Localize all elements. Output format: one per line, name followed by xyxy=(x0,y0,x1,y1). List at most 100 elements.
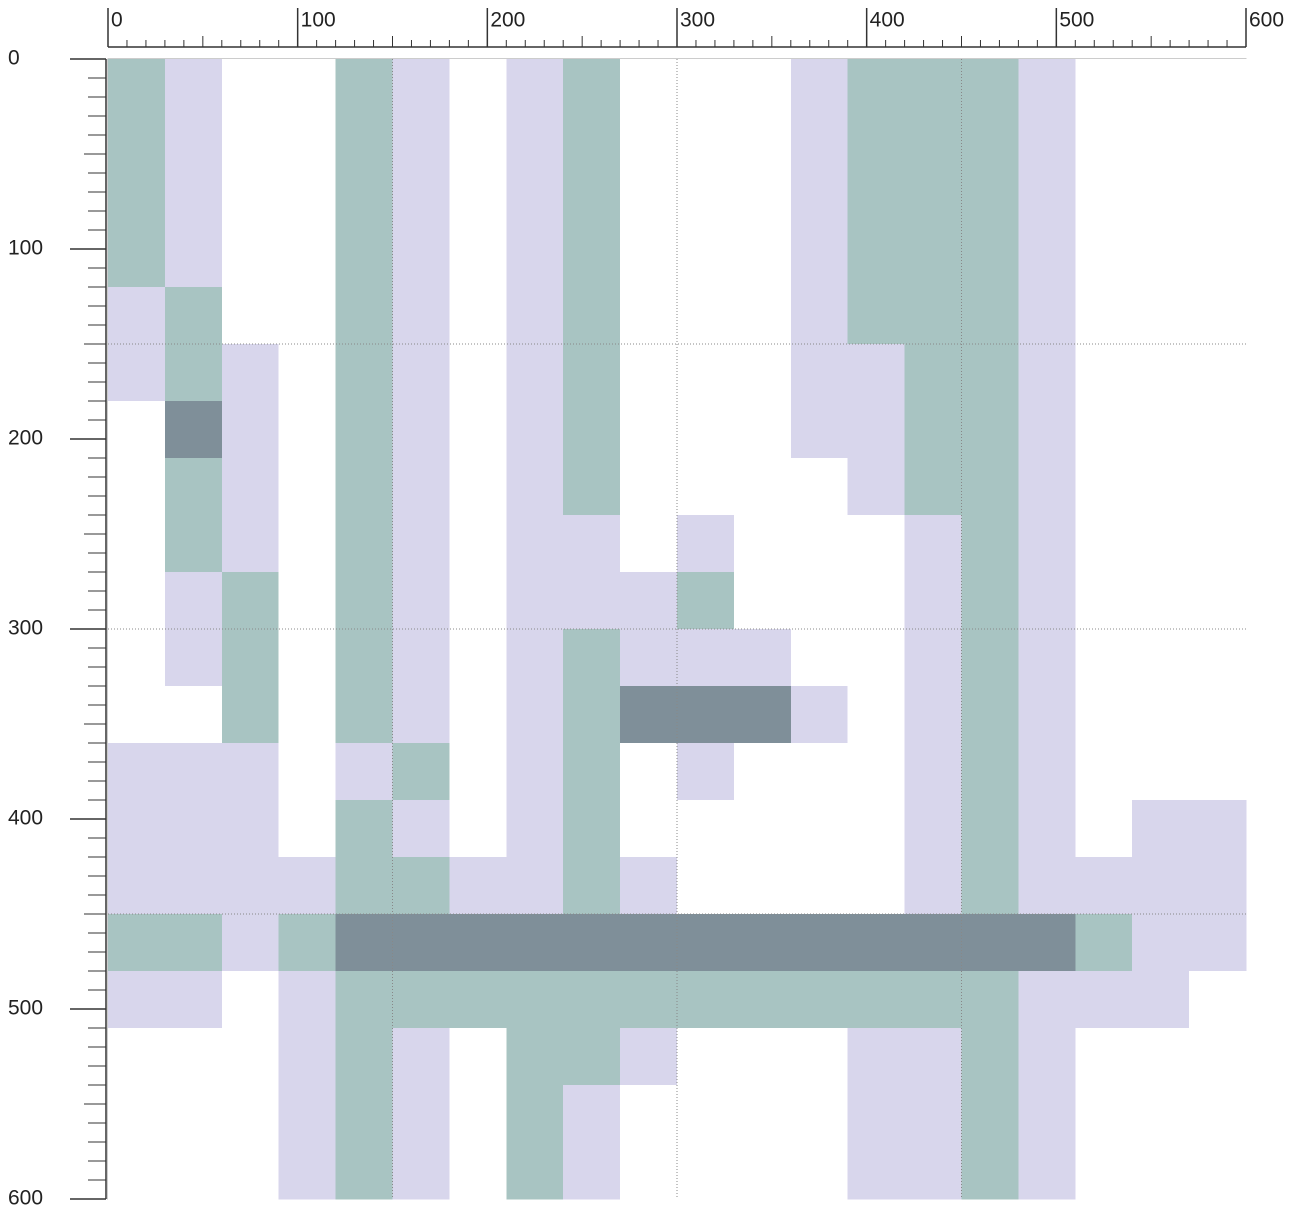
heat-cell xyxy=(961,344,1019,402)
heat-cell xyxy=(506,1085,564,1143)
heat-cell xyxy=(677,515,735,573)
heat-cell xyxy=(620,230,678,288)
heat-cell xyxy=(733,629,792,687)
heat-cell xyxy=(506,857,564,915)
heat-cell xyxy=(961,743,1019,801)
heat-cell xyxy=(221,686,280,744)
heat-cell xyxy=(164,287,223,345)
heat-cell xyxy=(506,287,564,345)
heat-cell xyxy=(1189,401,1247,459)
heat-cell xyxy=(1132,287,1190,345)
y-tick-label: 600 xyxy=(8,1187,43,1210)
heat-cell xyxy=(1132,1085,1190,1143)
heat-cell xyxy=(790,59,849,117)
heat-cell xyxy=(620,629,678,687)
heat-cell xyxy=(1018,743,1076,801)
heat-cell xyxy=(1132,743,1190,801)
heat-cell xyxy=(506,458,564,516)
heat-cell xyxy=(1075,971,1133,1029)
heat-cell xyxy=(1132,971,1190,1029)
heat-cell xyxy=(449,629,507,687)
heat-cell xyxy=(108,686,166,744)
heat-cell xyxy=(1075,59,1133,117)
heat-cell xyxy=(563,971,621,1029)
heat-cell xyxy=(278,230,337,288)
heat-cell xyxy=(449,971,507,1029)
heat-cell xyxy=(278,1028,337,1086)
heat-cell xyxy=(392,1028,450,1086)
heat-cell xyxy=(1189,287,1247,345)
heat-cell xyxy=(620,800,678,858)
heat-cell xyxy=(1189,914,1247,972)
heat-cell xyxy=(335,1085,393,1143)
heat-cell xyxy=(335,116,393,174)
heat-cell xyxy=(904,743,962,801)
heat-cell xyxy=(961,686,1019,744)
heat-cell xyxy=(904,857,962,915)
heat-cell xyxy=(164,116,223,174)
heat-cell xyxy=(790,287,849,345)
heat-cell xyxy=(506,800,564,858)
heat-cell xyxy=(221,1142,280,1200)
heat-cell xyxy=(904,116,962,174)
heat-cell xyxy=(108,1085,166,1143)
heat-cell xyxy=(278,743,337,801)
heat-cell xyxy=(335,401,393,459)
heat-cell xyxy=(335,1028,393,1086)
heat-cell xyxy=(392,1085,450,1143)
heat-cell xyxy=(904,458,962,516)
y-tick-label: 400 xyxy=(8,807,43,830)
heat-cell xyxy=(563,230,621,288)
heat-cell xyxy=(108,287,166,345)
heat-cell xyxy=(1132,173,1190,231)
heat-cell xyxy=(1075,287,1133,345)
heat-cell xyxy=(164,971,223,1029)
heat-cell xyxy=(506,230,564,288)
heat-cell xyxy=(620,857,678,915)
heat-cell xyxy=(1132,401,1190,459)
heat-cell xyxy=(108,344,166,402)
heat-cell xyxy=(335,971,393,1029)
heat-cell xyxy=(221,344,280,402)
heat-cell xyxy=(790,800,849,858)
heat-cell xyxy=(221,230,280,288)
heat-cell xyxy=(1132,1142,1190,1200)
heat-cell xyxy=(1018,629,1076,687)
heat-cell xyxy=(1189,344,1247,402)
heat-cell xyxy=(1018,173,1076,231)
heat-cell xyxy=(1018,971,1076,1029)
heat-cell xyxy=(335,1142,393,1200)
heat-cell xyxy=(620,458,678,516)
heat-cell xyxy=(847,914,906,972)
heat-cell xyxy=(620,173,678,231)
heat-cell xyxy=(108,743,166,801)
heat-cell xyxy=(904,1028,962,1086)
heat-cell xyxy=(506,629,564,687)
heat-cell xyxy=(392,914,450,972)
heat-cell xyxy=(1189,743,1247,801)
heat-cell xyxy=(677,287,735,345)
heat-cell xyxy=(221,629,280,687)
heat-cell xyxy=(449,1028,507,1086)
heat-cell xyxy=(506,173,564,231)
heat-cell xyxy=(677,800,735,858)
heat-cell xyxy=(335,515,393,573)
heat-cell xyxy=(677,59,735,117)
x-tick-label: 200 xyxy=(490,9,525,32)
heat-cell xyxy=(1189,1085,1247,1143)
heat-cell xyxy=(392,857,450,915)
heat-cell xyxy=(506,914,564,972)
heat-cell xyxy=(108,914,166,972)
heat-cell xyxy=(392,800,450,858)
y-tick-label: 500 xyxy=(8,997,43,1020)
heat-cell xyxy=(108,857,166,915)
heat-cell xyxy=(278,59,337,117)
heat-cell xyxy=(108,59,166,117)
heat-cell xyxy=(790,743,849,801)
heat-cell xyxy=(108,230,166,288)
heat-cell xyxy=(392,173,450,231)
heat-cell xyxy=(961,1085,1019,1143)
heat-cell xyxy=(847,1028,906,1086)
heat-cell xyxy=(221,857,280,915)
heat-cell xyxy=(506,59,564,117)
